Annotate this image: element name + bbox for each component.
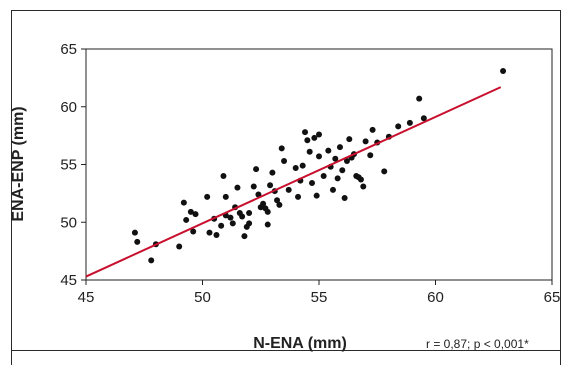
data-point <box>336 144 343 151</box>
data-point <box>246 220 253 227</box>
data-point <box>241 233 248 240</box>
figure-frame <box>11 10 561 351</box>
correlation-annotation: r = 0,87; p < 0,001* <box>426 337 529 351</box>
data-point <box>325 147 332 154</box>
data-point <box>320 173 327 180</box>
data-point <box>295 193 302 200</box>
y-axis: 45 50 55 60 65 <box>60 41 86 289</box>
data-point <box>234 184 241 191</box>
data-point <box>274 197 281 204</box>
data-point <box>131 229 138 236</box>
data-point <box>362 138 369 145</box>
data-point <box>313 192 320 199</box>
data-point <box>316 131 322 138</box>
data-point <box>276 201 283 208</box>
data-point <box>357 176 364 183</box>
data-point <box>346 136 353 143</box>
data-point <box>306 148 313 155</box>
data-point <box>311 134 318 141</box>
data-point <box>192 211 199 218</box>
data-point <box>222 193 229 200</box>
data-point <box>253 166 260 173</box>
data-point <box>220 173 227 180</box>
data-point <box>500 67 507 74</box>
data-point <box>343 158 350 165</box>
y-tick-label: 55 <box>60 157 77 174</box>
data-point <box>304 137 311 144</box>
data-point <box>183 216 190 223</box>
data-point <box>302 129 309 136</box>
data-point <box>339 167 346 174</box>
data-point <box>264 221 271 228</box>
data-point <box>134 238 141 245</box>
data-point <box>239 213 246 220</box>
x-tick-label: 60 <box>427 289 444 306</box>
data-point <box>332 155 339 162</box>
data-point <box>309 179 316 186</box>
data-point <box>250 183 257 190</box>
data-point <box>292 164 299 171</box>
data-point <box>260 200 267 207</box>
data-point <box>285 186 292 193</box>
data-point <box>267 182 274 189</box>
data-point <box>218 222 225 229</box>
trend-line <box>85 86 502 278</box>
x-tick-label: 55 <box>311 289 328 306</box>
data-point <box>278 145 285 152</box>
data-point <box>367 152 374 159</box>
y-tick-label: 50 <box>60 214 77 231</box>
data-point <box>229 220 236 227</box>
data-point <box>187 208 194 215</box>
data-point <box>176 243 183 250</box>
data-point <box>316 153 322 160</box>
x-axis: 45 50 55 60 65 <box>78 280 561 306</box>
data-point <box>246 210 253 217</box>
data-point <box>204 193 211 200</box>
data-point <box>269 169 276 176</box>
data-point <box>420 115 427 122</box>
data-point <box>190 228 197 235</box>
data-point <box>206 229 213 236</box>
data-point <box>395 123 402 130</box>
data-point <box>406 119 413 126</box>
x-tick-label: 50 <box>194 289 211 306</box>
data-point <box>148 257 155 264</box>
data-point <box>381 168 388 175</box>
data-point <box>334 175 341 182</box>
y-tick-label: 60 <box>60 99 77 116</box>
data-point <box>360 183 367 190</box>
y-tick-label: 45 <box>60 272 77 289</box>
frame-right-extension <box>560 351 561 365</box>
data-points <box>131 67 507 264</box>
y-tick-label: 65 <box>60 41 77 58</box>
y-axis-title: ENA-ENP (mm) <box>10 106 27 221</box>
x-tick-label: 45 <box>78 289 95 306</box>
data-point <box>281 158 288 165</box>
data-point <box>299 162 306 169</box>
data-point <box>264 208 271 215</box>
frame-left-extension <box>11 351 12 365</box>
data-point <box>416 95 423 102</box>
x-tick-label: 65 <box>544 289 561 306</box>
data-point <box>329 186 336 193</box>
data-point <box>341 194 348 201</box>
data-point <box>213 231 220 238</box>
data-point <box>227 214 234 221</box>
data-point <box>369 126 376 133</box>
x-axis-title: N-ENA (mm) <box>253 335 347 352</box>
data-point <box>180 199 187 206</box>
